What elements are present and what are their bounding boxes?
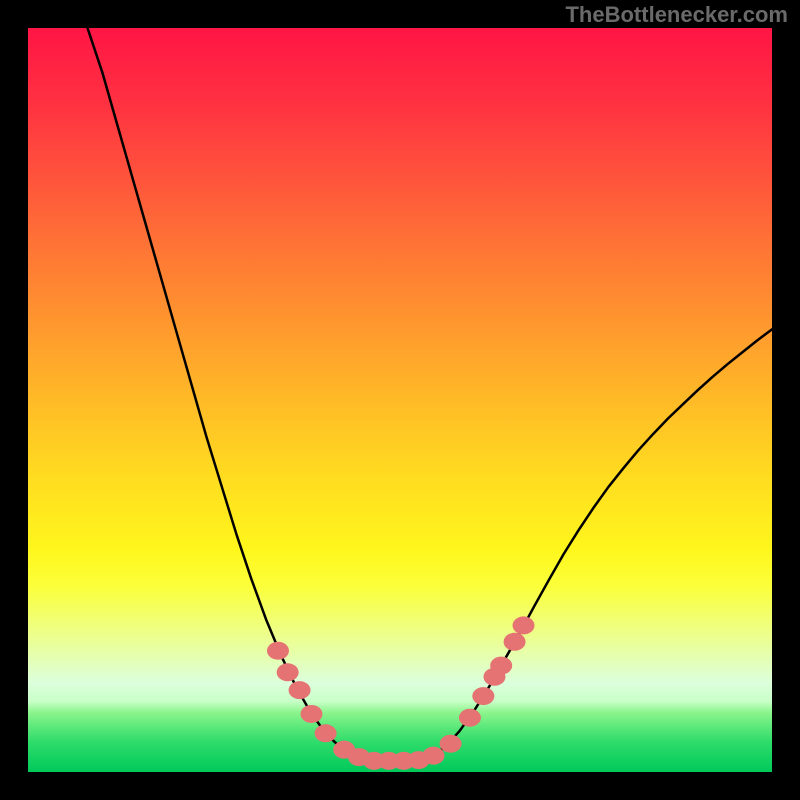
plot-background: [28, 28, 772, 772]
highlight-marker: [315, 724, 337, 742]
highlight-marker: [504, 633, 526, 651]
highlight-marker: [422, 747, 444, 765]
highlight-marker: [513, 616, 535, 634]
highlight-marker: [300, 705, 322, 723]
highlight-marker: [440, 735, 462, 753]
highlight-marker: [277, 663, 299, 681]
chart-container: TheBottlenecker.com: [0, 0, 800, 800]
highlight-marker: [472, 687, 494, 705]
highlight-marker: [289, 681, 311, 699]
highlight-marker: [490, 657, 512, 675]
bottleneck-curve-chart: [0, 0, 800, 800]
highlight-marker: [267, 642, 289, 660]
highlight-marker: [459, 709, 481, 727]
watermark-text: TheBottlenecker.com: [565, 2, 788, 28]
